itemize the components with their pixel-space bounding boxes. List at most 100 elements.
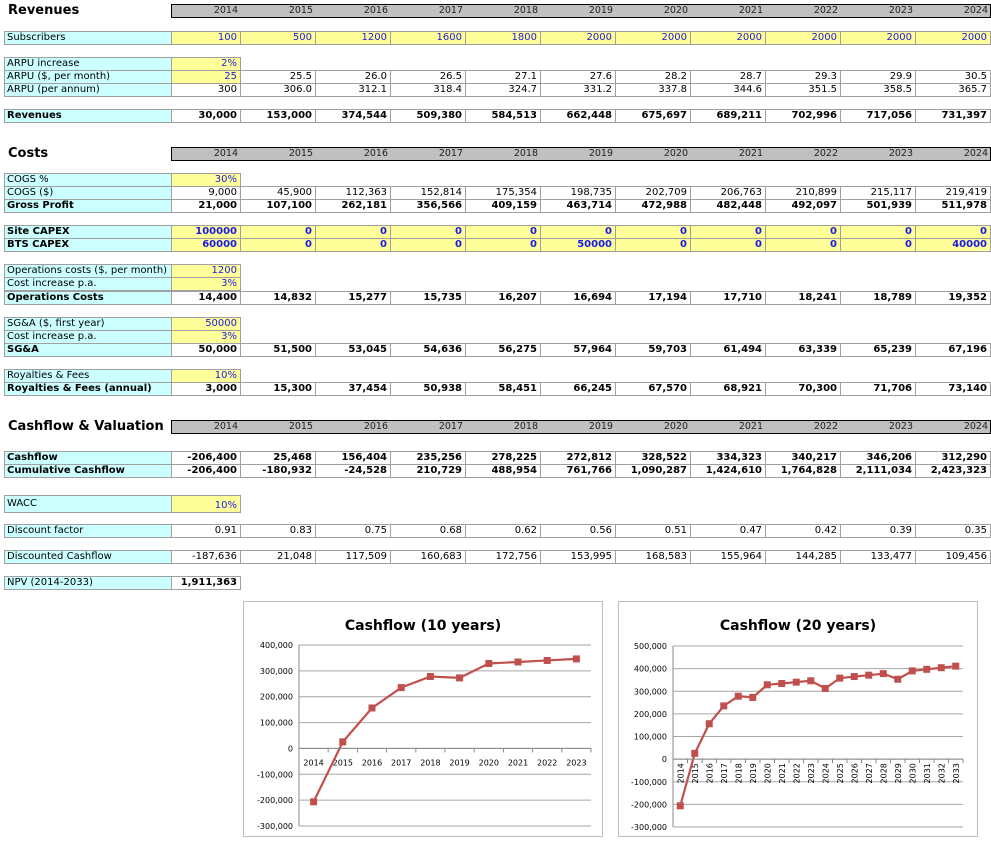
value-cell: 172,756 <box>465 550 541 564</box>
year-header: 2017 <box>438 5 463 16</box>
input-cell[interactable]: 40000 <box>915 238 991 252</box>
input-cell[interactable]: 2000 <box>690 31 766 45</box>
value-cell: 153,000 <box>240 109 316 123</box>
input-cell[interactable]: 0 <box>540 225 616 239</box>
input-cell[interactable]: 0 <box>765 238 841 252</box>
value-cell: 358.5 <box>840 83 916 97</box>
input-cell[interactable]: 2000 <box>540 31 616 45</box>
x-tick-label: 2016 <box>705 763 714 783</box>
input-cell[interactable]: 0 <box>840 238 916 252</box>
input-cell[interactable]: 1200 <box>171 264 241 278</box>
input-cell[interactable]: 60000 <box>171 238 241 252</box>
value-cell: 472,988 <box>615 199 691 213</box>
input-cell[interactable]: 3% <box>171 330 241 344</box>
value-cell: 202,709 <box>615 186 691 200</box>
value-cell: 15,300 <box>240 382 316 396</box>
input-cell[interactable]: 0 <box>240 238 316 252</box>
year-header-bar: 2014 2015 2016 2017 2018 2019 2020 2021 2022 2023… <box>171 420 991 434</box>
y-tick-label: -100,000 <box>257 770 293 779</box>
row-label: COGS % <box>4 173 172 187</box>
input-cell[interactable]: 0 <box>840 225 916 239</box>
input-cell[interactable]: 2000 <box>615 31 691 45</box>
input-cell[interactable]: 500 <box>240 31 316 45</box>
value-cell: 112,363 <box>315 186 391 200</box>
input-cell[interactable]: 0 <box>765 225 841 239</box>
row-label: ARPU (per annum) <box>4 83 172 97</box>
value-cell: 25,468 <box>240 451 316 465</box>
input-cell[interactable]: 2000 <box>915 31 991 45</box>
data-point-marker <box>908 667 916 675</box>
input-cell[interactable]: 50000 <box>540 238 616 252</box>
year-header: 2017 <box>438 421 463 432</box>
year-header: 2014 <box>213 421 238 432</box>
row-label: Cumulative Cashflow <box>4 464 172 478</box>
x-tick-label: 2014 <box>303 758 323 767</box>
value-cell: 219,419 <box>915 186 991 200</box>
y-tick-label: -300,000 <box>257 822 293 831</box>
input-cell[interactable]: 100000 <box>171 225 241 239</box>
input-cell[interactable]: 10% <box>171 495 241 513</box>
row-label: Discount factor <box>4 524 172 538</box>
value-cell: 300 <box>171 83 241 97</box>
year-header: 2019 <box>588 148 613 159</box>
x-tick-label: 2021 <box>508 758 528 767</box>
input-cell[interactable]: 0 <box>690 225 766 239</box>
input-cell[interactable]: 0 <box>315 238 391 252</box>
input-cell[interactable]: 0 <box>615 225 691 239</box>
chart-title: Cashflow (10 years) <box>345 618 501 634</box>
input-cell[interactable]: 25 <box>171 70 241 84</box>
input-cell[interactable]: 1800 <box>465 31 541 45</box>
data-point-marker <box>456 674 464 682</box>
value-cell: 0.35 <box>915 524 991 538</box>
data-point-marker <box>807 677 815 685</box>
input-cell[interactable]: 50000 <box>171 317 241 331</box>
x-tick-label: 2033 <box>952 763 961 783</box>
input-cell[interactable]: 30% <box>171 173 241 187</box>
row-label: Royalties & Fees <box>4 369 172 383</box>
row-label: ARPU increase <box>4 57 172 71</box>
input-cell[interactable]: 0 <box>465 225 541 239</box>
input-cell[interactable]: 0 <box>240 225 316 239</box>
year-header: 2019 <box>588 5 613 16</box>
value-cell: 324.7 <box>465 83 541 97</box>
input-cell[interactable]: 0 <box>690 238 766 252</box>
value-cell: 37,454 <box>315 382 391 396</box>
input-cell[interactable]: 1200 <box>315 31 391 45</box>
input-cell[interactable]: 10% <box>171 369 241 383</box>
year-header: 2018 <box>513 5 538 16</box>
value-cell: -206,400 <box>171 451 241 465</box>
input-cell[interactable]: 2000 <box>765 31 841 45</box>
year-header: 2022 <box>813 148 838 159</box>
section-title: Costs <box>8 146 49 161</box>
row-label: SG&A ($, first year) <box>4 317 172 331</box>
value-cell: 67,196 <box>915 343 991 357</box>
year-header: 2016 <box>363 5 388 16</box>
row-label: BTS CAPEX <box>4 238 172 252</box>
cashflow-10-years-chart: Cashflow (10 years) 400,000 300,000 200,000… <box>243 601 603 837</box>
input-cell[interactable]: 2% <box>171 57 241 71</box>
value-cell: 409,159 <box>465 199 541 213</box>
x-tick-label: 2022 <box>792 763 801 783</box>
input-cell[interactable]: 0 <box>615 238 691 252</box>
row-label: SG&A <box>4 343 172 357</box>
input-cell[interactable]: 1600 <box>390 31 466 45</box>
value-cell: 18,241 <box>765 291 841 305</box>
input-cell[interactable]: 3% <box>171 277 241 291</box>
data-point-marker <box>821 684 829 692</box>
input-cell[interactable]: 2000 <box>840 31 916 45</box>
y-tick-label: -200,000 <box>257 796 293 805</box>
value-cell: 2,423,323 <box>915 464 991 478</box>
input-cell[interactable]: 100 <box>171 31 241 45</box>
input-cell[interactable]: 0 <box>315 225 391 239</box>
input-cell[interactable]: 0 <box>915 225 991 239</box>
row-label: WACC <box>4 495 172 513</box>
value-cell: 761,766 <box>540 464 616 478</box>
row-label: Operations costs ($, per month) <box>4 264 172 278</box>
input-cell[interactable]: 0 <box>465 238 541 252</box>
input-cell[interactable]: 0 <box>390 225 466 239</box>
input-cell[interactable]: 0 <box>390 238 466 252</box>
year-header: 2021 <box>738 421 763 432</box>
chart-title: Cashflow (20 years) <box>720 618 876 634</box>
value-cell: 155,964 <box>690 550 766 564</box>
x-tick-label: 2014 <box>676 763 685 783</box>
